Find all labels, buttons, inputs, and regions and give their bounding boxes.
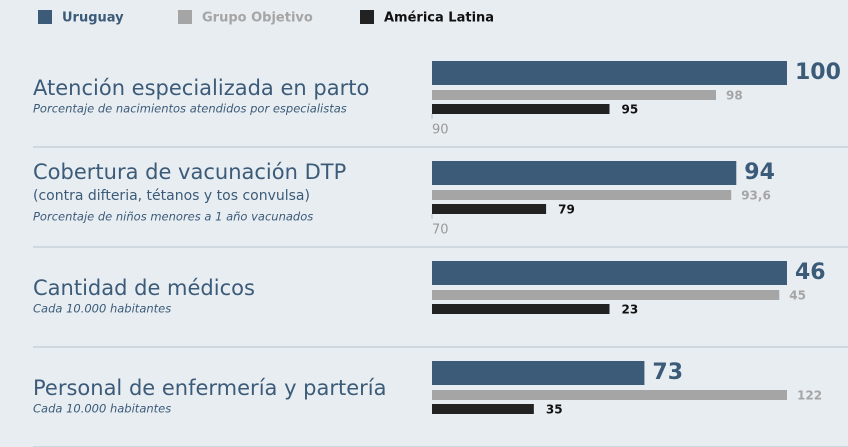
panel-title: Atención especializada en parto [33,76,369,100]
bar [432,190,732,200]
legend-label: Uruguay [62,11,124,26]
value-label: 122 [797,389,822,403]
panel-note: Porcentaje de niños menores a 1 año vacu… [33,210,313,224]
panel-title: Personal de enfermería y partería [33,376,387,400]
value-label: 35 [546,403,563,417]
panel-note: Cada 10.000 habitantes [33,402,171,416]
legend-swatch [360,10,374,24]
panel-description: (contra difteria, tétanos y tos convulsa… [33,188,310,204]
value-label: 93,6 [741,189,771,203]
bar [432,261,787,285]
bar [432,61,787,85]
panel-note: Porcentaje de nacimientos atendidos por … [33,102,347,116]
value-label: 94 [744,160,775,185]
value-label: 45 [789,289,806,303]
value-label: 79 [558,203,575,217]
value-label: 95 [622,103,639,117]
value-label: 46 [795,260,826,285]
bar [432,361,645,385]
bar [432,104,610,114]
bar [432,90,716,100]
value-label: 23 [622,303,639,317]
legend-swatch [178,10,192,24]
legend-swatch [38,10,52,24]
panel-title: Cantidad de médicos [33,276,255,300]
x-tick-label: 70 [432,223,449,238]
bar [432,404,534,414]
value-label: 73 [652,360,683,385]
value-label: 100 [795,60,841,85]
bar [432,290,780,300]
panel-title: Cobertura de vacunación DTP [33,160,346,184]
value-label: 98 [726,89,743,103]
x-tick-label: 90 [432,123,449,138]
bar [432,304,610,314]
bar [432,161,737,185]
bar [432,390,787,400]
legend-label: América Latina [384,11,494,26]
panel-note: Cada 10.000 habitantes [33,302,171,316]
bar [432,204,547,214]
legend-label: Grupo Objetivo [202,11,313,26]
